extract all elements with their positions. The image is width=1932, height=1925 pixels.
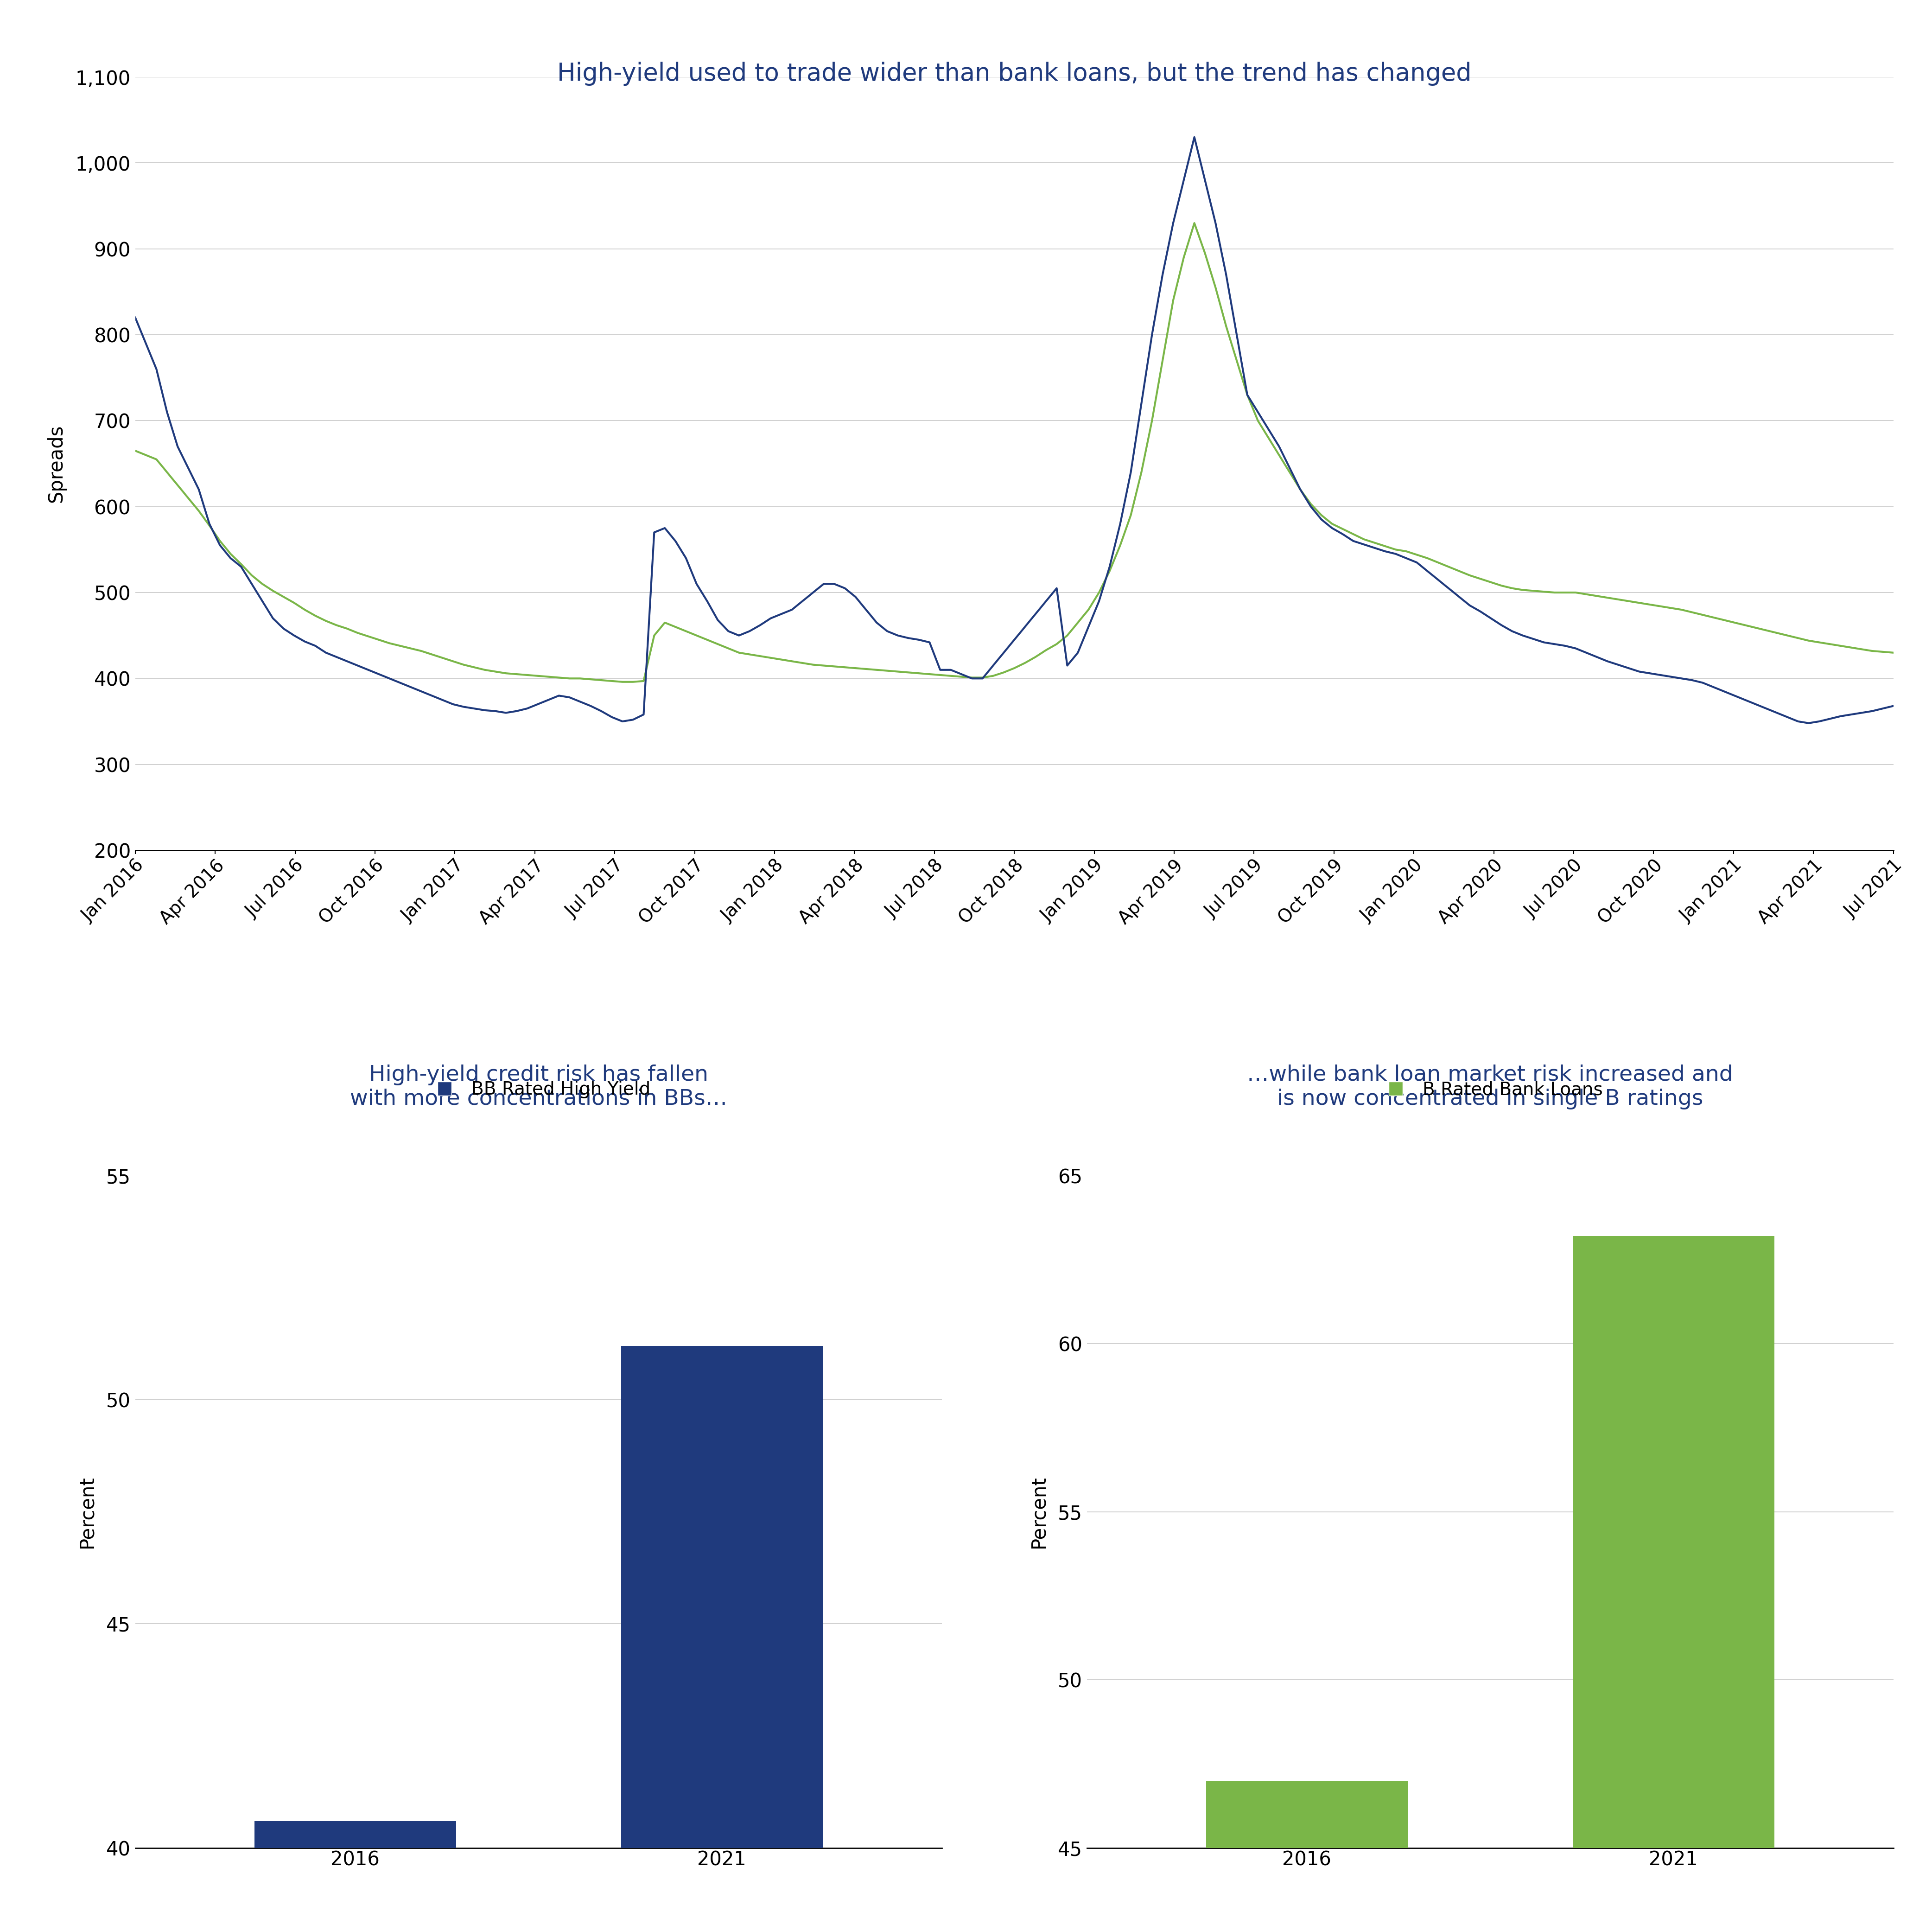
Bar <box>255 1821 456 1925</box>
Y-axis label: Percent: Percent <box>77 1475 97 1548</box>
Bar <box>1206 1781 1408 1925</box>
Title: High-yield credit risk has fallen
with more concentrations in BBs…: High-yield credit risk has fallen with m… <box>350 1065 726 1109</box>
Bar <box>620 1346 823 1925</box>
Legend: BB Rated High Yield: BB Rated High Yield <box>419 1074 657 1105</box>
Y-axis label: Percent: Percent <box>1028 1475 1049 1548</box>
Legend: B Rated Bank Loans: B Rated Bank Loans <box>1370 1074 1609 1105</box>
Bar <box>1573 1236 1774 1925</box>
Title: …while bank loan market risk increased and
is now concentrated in single B ratin: …while bank loan market risk increased a… <box>1246 1065 1733 1109</box>
Y-axis label: Spreads: Spreads <box>46 425 66 502</box>
Text: High-yield used to trade wider than bank loans, but the trend has changed: High-yield used to trade wider than bank… <box>556 62 1472 87</box>
